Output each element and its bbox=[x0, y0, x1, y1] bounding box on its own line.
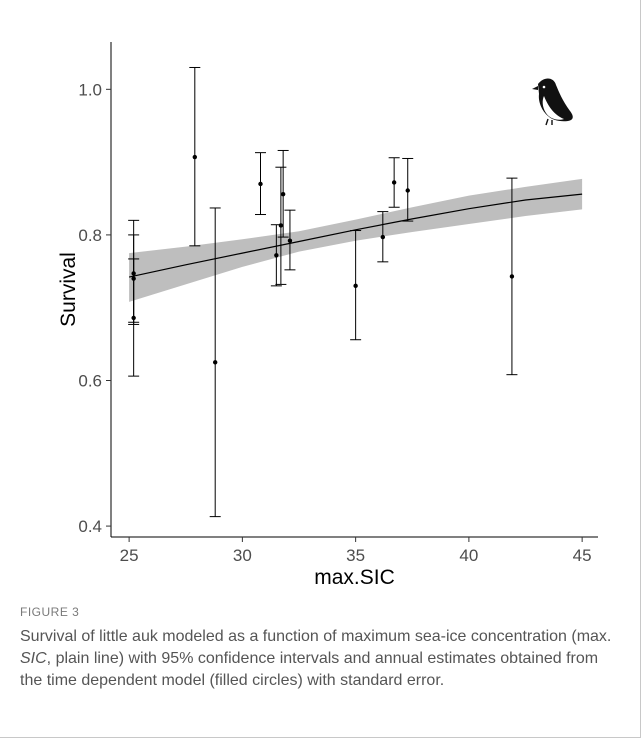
x-tick-label: 40 bbox=[459, 546, 478, 565]
little-auk-bird-icon bbox=[532, 78, 573, 126]
data-point bbox=[258, 181, 263, 187]
x-axis-title: max.SIC bbox=[314, 566, 395, 589]
x-tick-label: 25 bbox=[120, 546, 139, 565]
figure-label: FIGURE 3 bbox=[20, 605, 80, 619]
data-point bbox=[509, 274, 515, 279]
data-point bbox=[131, 271, 136, 276]
y-tick-label: 0.8 bbox=[78, 226, 102, 245]
data-point bbox=[380, 234, 386, 240]
data-point bbox=[353, 283, 358, 289]
x-tick-label: 30 bbox=[233, 546, 252, 565]
x-tick-label: 35 bbox=[346, 546, 365, 565]
point-layer bbox=[131, 154, 515, 365]
caption-text-1: Survival of little auk modeled as a func… bbox=[20, 628, 612, 645]
data-point bbox=[278, 223, 284, 228]
y-axis-title: Survival bbox=[57, 252, 80, 327]
error-bar-layer bbox=[128, 66, 518, 518]
axes-layer: 25 30 35 40 45 0.4 0.6 0.8 1.0 max.SIC Survival bbox=[57, 42, 598, 589]
x-tick-label: 45 bbox=[573, 546, 592, 565]
data-point bbox=[131, 315, 136, 321]
data-point bbox=[405, 188, 410, 193]
caption-text-2: , plain line) with 95% confidence interv… bbox=[20, 650, 599, 689]
data-point bbox=[131, 276, 136, 281]
data-point bbox=[280, 191, 286, 197]
y-tick-label: 0.6 bbox=[78, 371, 102, 390]
y-tick-label: 1.0 bbox=[78, 80, 102, 99]
y-tick-label: 0.4 bbox=[78, 517, 102, 536]
survival-chart: 25 30 35 40 45 0.4 0.6 0.8 1.0 max.SIC Survival bbox=[57, 42, 598, 589]
caption-italic-sic: SIC bbox=[20, 650, 47, 667]
fit-line bbox=[128, 193, 583, 278]
figure-caption: Survival of little auk modeled as a func… bbox=[20, 626, 620, 692]
data-point bbox=[287, 238, 293, 243]
data-point bbox=[192, 154, 198, 160]
data-point bbox=[274, 253, 279, 258]
data-point bbox=[391, 180, 397, 185]
data-point bbox=[212, 360, 218, 365]
fit-line-layer bbox=[128, 193, 583, 278]
